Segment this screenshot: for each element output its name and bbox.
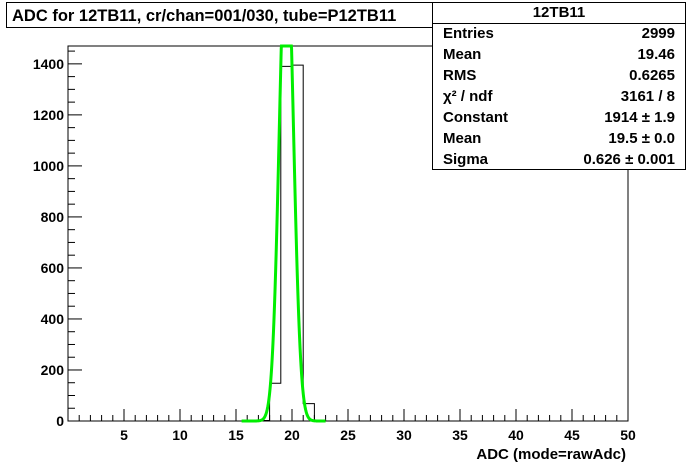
x-tick-label: 30 xyxy=(396,427,412,443)
stat-value: 0.6265 xyxy=(629,67,675,84)
y-tick-label: 1200 xyxy=(33,107,64,123)
x-tick-label: 50 xyxy=(620,427,636,443)
stat-label: Mean xyxy=(443,130,482,147)
x-tick-label: 20 xyxy=(284,427,300,443)
stat-value: 3161 / 8 xyxy=(620,88,675,105)
gaussian-fit-curve xyxy=(241,44,326,423)
stat-row-constant: Constant 1914 ± 1.9 xyxy=(443,107,675,128)
stat-row-mean: Mean 19.46 xyxy=(443,44,675,65)
stat-row-fit-mean: Mean 19.5 ± 0.0 xyxy=(443,128,675,149)
x-tick-label: 45 xyxy=(564,427,580,443)
stat-label: Entries xyxy=(443,25,494,42)
y-tick-label: 800 xyxy=(41,209,65,225)
stat-label: RMS xyxy=(443,67,477,84)
stat-label: Constant xyxy=(443,109,508,126)
chart-title: ADC for 12TB11, cr/chan=001/030, tube=P1… xyxy=(6,2,496,28)
stat-value: 0.626 ± 0.001 xyxy=(583,151,675,168)
stat-row-chi2: χ² / ndf 3161 / 8 xyxy=(443,86,675,107)
x-tick-label: 40 xyxy=(508,427,524,443)
x-tick-label: 25 xyxy=(340,427,356,443)
y-tick-label: 200 xyxy=(41,362,65,378)
stats-name: 12TB11 xyxy=(433,3,685,24)
x-axis-label: ADC (mode=rawAdc) xyxy=(476,446,626,463)
y-tick-label: 1000 xyxy=(33,158,64,174)
stat-row-sigma: Sigma 0.626 ± 0.001 xyxy=(443,149,675,170)
stat-value: 1914 ± 1.9 xyxy=(604,109,675,126)
stat-value: 2999 xyxy=(641,25,675,42)
stats-box: 12TB11 Entries 2999 Mean 19.46 RMS 0.626… xyxy=(432,2,686,170)
x-tick-label: 15 xyxy=(228,427,244,443)
stat-label: Mean xyxy=(443,46,482,63)
y-tick-label: 0 xyxy=(56,413,64,429)
stat-row-rms: RMS 0.6265 xyxy=(443,65,675,86)
stat-row-entries: Entries 2999 xyxy=(443,23,675,44)
y-tick-label: 400 xyxy=(41,311,65,327)
stat-label: χ² / ndf xyxy=(443,88,493,105)
y-tick-label: 1400 xyxy=(33,56,64,72)
x-tick-label: 10 xyxy=(172,427,188,443)
stat-value: 19.46 xyxy=(637,46,675,63)
x-tick-label: 35 xyxy=(452,427,468,443)
axis-tick-labels: 5 10 15 20 25 30 35 40 45 50 0 200 400 600 800 1000 1200… xyxy=(33,56,636,443)
stat-value: 19.5 ± 0.0 xyxy=(608,130,675,147)
stat-label: Sigma xyxy=(443,151,489,168)
x-tick-label: 5 xyxy=(120,427,128,443)
y-tick-label: 600 xyxy=(41,260,65,276)
